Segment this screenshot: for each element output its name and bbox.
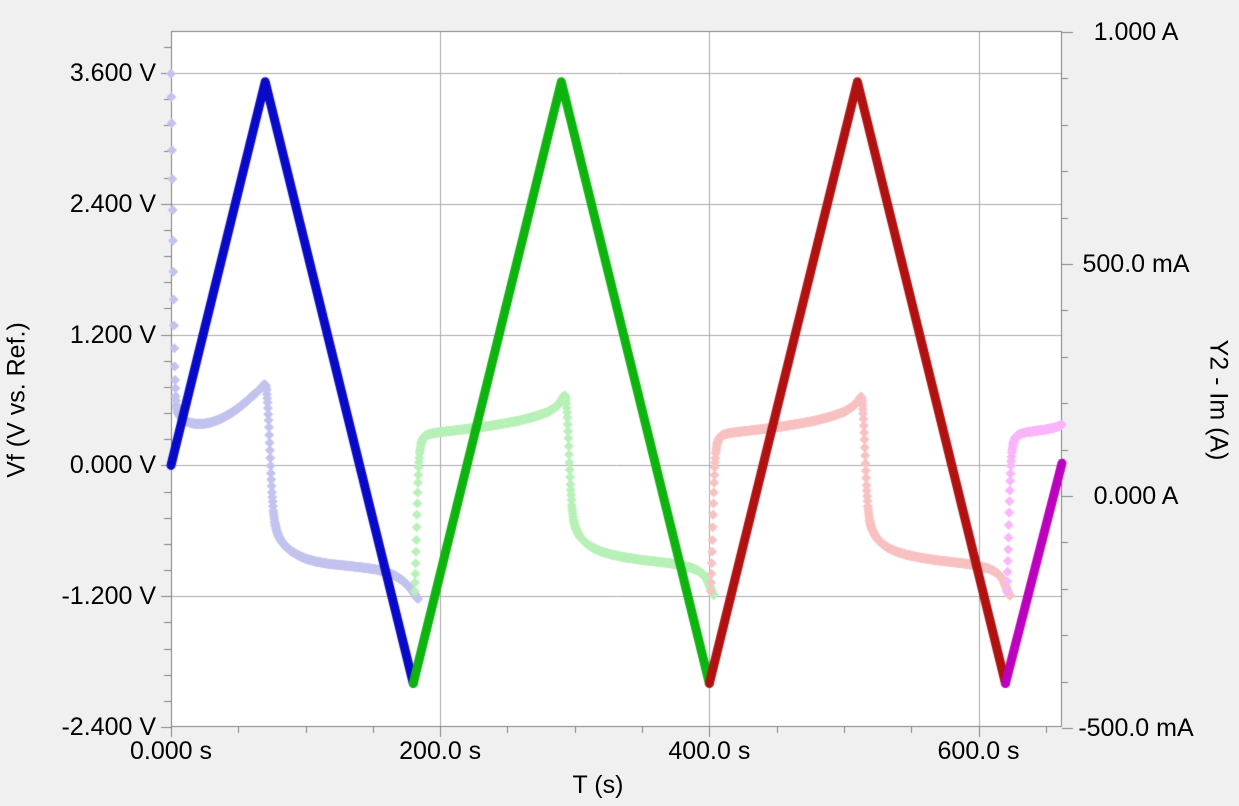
y2-axis-title: Y2 - Im (A) bbox=[1204, 339, 1233, 461]
y2-tick-label: 500.0 mA bbox=[1082, 250, 1190, 279]
y2-tick-label: 0.000 A bbox=[1093, 482, 1179, 511]
x-tick-label: 600.0 s bbox=[937, 737, 1020, 765]
x-tick-label: 400.0 s bbox=[668, 737, 751, 765]
x-tick-label: 0.000 s bbox=[129, 737, 212, 765]
y2-tick-label: -500.0 mA bbox=[1078, 714, 1194, 743]
x-tick-label: 200.0 s bbox=[399, 737, 482, 765]
y2-tick-label: 1.000 A bbox=[1093, 18, 1179, 47]
y1-axis-title: Vf (V vs. Ref.) bbox=[2, 322, 31, 478]
y1-tick-label: -1.200 V bbox=[61, 582, 156, 611]
y1-tick-label: -2.400 V bbox=[61, 713, 156, 741]
x-axis-title: T (s) bbox=[572, 771, 624, 799]
y1-tick-label: 3.600 V bbox=[69, 58, 156, 87]
y1-tick-label: 1.200 V bbox=[69, 320, 156, 349]
y1-tick-label: 2.400 V bbox=[69, 189, 156, 218]
y1-tick-label: 0.000 V bbox=[69, 451, 156, 480]
